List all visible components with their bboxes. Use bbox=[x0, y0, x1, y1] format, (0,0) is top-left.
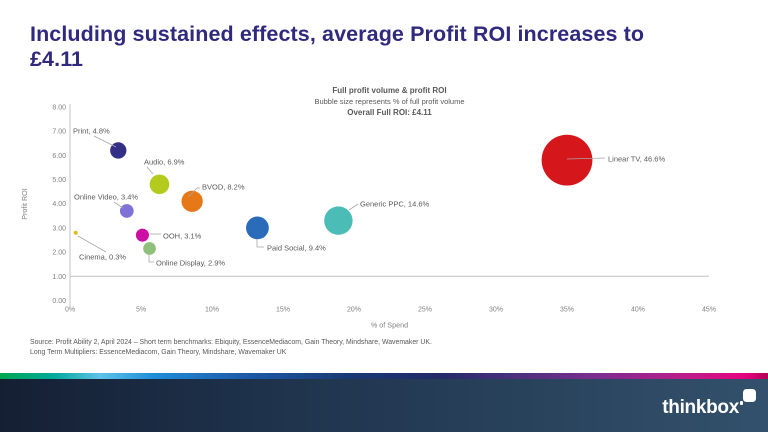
y-tick-label: 8.00 bbox=[52, 104, 66, 111]
page-title-line1: Including sustained effects, average Pro… bbox=[30, 22, 645, 46]
leader-print bbox=[93, 135, 117, 148]
bubble-chart: Full profit volume & profit ROI Bubble si… bbox=[20, 86, 716, 330]
x-tick-label: 40% bbox=[631, 307, 645, 314]
bubble-label-paid-social: Paid Social, 9.4% bbox=[267, 244, 326, 253]
bubble-online-display bbox=[143, 242, 156, 255]
bubble-label-online-display: Online Display, 2.9% bbox=[156, 259, 225, 268]
y-tick-label: 3.00 bbox=[52, 225, 66, 232]
x-tick-label: 25% bbox=[418, 307, 432, 314]
brand-gradient-stripe bbox=[0, 373, 768, 379]
y-tick-label: 1.00 bbox=[52, 274, 66, 281]
bubble-paid-social bbox=[246, 216, 269, 240]
bubble-label-cinema: Cinema, 0.3% bbox=[79, 253, 126, 262]
bubble-label-bvod: BVOD, 8.2% bbox=[202, 183, 245, 192]
source-note: Source: Profit Ability 2, April 2024 – S… bbox=[30, 338, 432, 359]
x-tick-label: 0% bbox=[65, 307, 75, 314]
bubble-online-video bbox=[119, 204, 134, 218]
leader-bvod bbox=[187, 187, 200, 198]
y-axis-title: Profit ROI bbox=[20, 188, 29, 220]
y-tick-label: 4.00 bbox=[52, 201, 66, 208]
bubble-label-audio: Audio, 6.9% bbox=[144, 158, 185, 167]
chart-overall-roi-label: Overall Full ROI: £4.11 bbox=[347, 108, 432, 117]
leader-cinema bbox=[77, 235, 107, 253]
y-tick-label: 5.00 bbox=[52, 177, 66, 184]
x-tick-label: 20% bbox=[347, 307, 361, 314]
bubble-bvod bbox=[181, 190, 203, 212]
chart-subtitle: Bubble size represents % of full profit … bbox=[314, 97, 464, 106]
thinkbox-logo-mark-icon bbox=[743, 389, 756, 402]
footer-band: thinkbox bbox=[0, 379, 768, 432]
y-tick-label: 6.00 bbox=[52, 153, 66, 160]
bubble-label-linear-tv: Linear TV, 46.6% bbox=[608, 155, 665, 164]
bubble-label-online-video: Online Video, 3.4% bbox=[74, 193, 138, 202]
x-tick-label: 15% bbox=[276, 307, 290, 314]
bubble-linear-tv bbox=[541, 134, 593, 186]
x-tick-label: 10% bbox=[205, 307, 219, 314]
y-tick-label: 2.00 bbox=[52, 250, 66, 257]
y-tick-label: 7.00 bbox=[52, 129, 66, 136]
bubble-label-print: Print, 4.8% bbox=[73, 127, 110, 136]
x-tick-label: 5% bbox=[136, 307, 146, 314]
page-title: Including sustained effects, average Pro… bbox=[30, 22, 644, 72]
bubble-cinema bbox=[73, 230, 78, 235]
thinkbox-logo: thinkbox bbox=[662, 389, 756, 418]
leader-audio bbox=[146, 166, 154, 175]
chart-title: Full profit volume & profit ROI bbox=[332, 86, 446, 95]
x-axis-title: % of Spend bbox=[371, 321, 408, 330]
bubble-print bbox=[110, 142, 127, 159]
leader-online-display bbox=[148, 254, 154, 263]
x-tick-label: 30% bbox=[489, 307, 503, 314]
thinkbox-logo-text: thinkbox bbox=[662, 397, 739, 418]
page-title-line2: £4.11 bbox=[30, 47, 84, 71]
leader-generic-ppc bbox=[348, 203, 359, 211]
bubble-label-generic-ppc: Generic PPC, 14.6% bbox=[360, 200, 430, 209]
thinkbox-logo-dot-icon bbox=[740, 401, 743, 405]
source-line2: Long Term Multipliers: EssenceMediacom, … bbox=[30, 349, 287, 357]
leader-paid-social bbox=[256, 239, 264, 248]
bubble-generic-ppc bbox=[324, 206, 353, 235]
leader-linear-tv bbox=[566, 157, 606, 160]
x-tick-label: 45% bbox=[702, 307, 716, 314]
x-tick-label: 35% bbox=[560, 307, 574, 314]
bubble-audio bbox=[149, 174, 170, 195]
bubble-label-ooh: OOH, 3.1% bbox=[163, 232, 202, 241]
source-line1: Source: Profit Ability 2, April 2024 – S… bbox=[30, 339, 432, 346]
y-tick-label: 0.00 bbox=[52, 298, 66, 305]
bubble-ooh bbox=[135, 228, 149, 242]
leader-online-video bbox=[113, 201, 124, 209]
